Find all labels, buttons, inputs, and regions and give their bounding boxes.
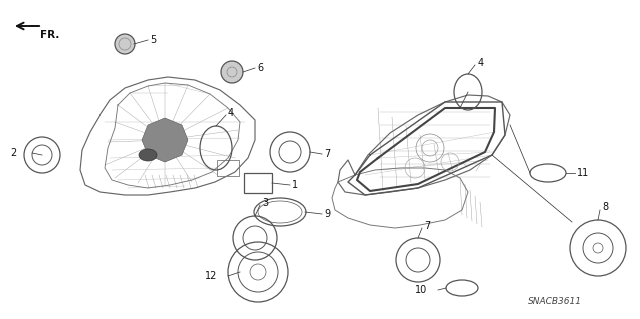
Text: 11: 11 (577, 168, 589, 178)
Text: SNACB3611: SNACB3611 (528, 298, 582, 307)
Text: 10: 10 (415, 285, 428, 295)
Text: 9: 9 (324, 209, 330, 219)
Text: 7: 7 (324, 149, 330, 159)
Circle shape (221, 61, 243, 83)
Polygon shape (142, 118, 188, 162)
Text: 5: 5 (150, 35, 156, 45)
Ellipse shape (139, 149, 157, 161)
Text: 8: 8 (602, 202, 608, 212)
Bar (217, 160, 239, 176)
Text: 2: 2 (10, 148, 16, 158)
Text: 4: 4 (228, 108, 234, 118)
Text: 12: 12 (205, 271, 218, 281)
Circle shape (115, 34, 135, 54)
Text: 1: 1 (292, 180, 298, 190)
Text: FR.: FR. (40, 30, 60, 40)
Text: 6: 6 (257, 63, 263, 73)
Bar (244, 173, 272, 193)
Text: 4: 4 (478, 58, 484, 68)
Text: 7: 7 (424, 221, 430, 231)
Text: 3: 3 (262, 198, 268, 208)
